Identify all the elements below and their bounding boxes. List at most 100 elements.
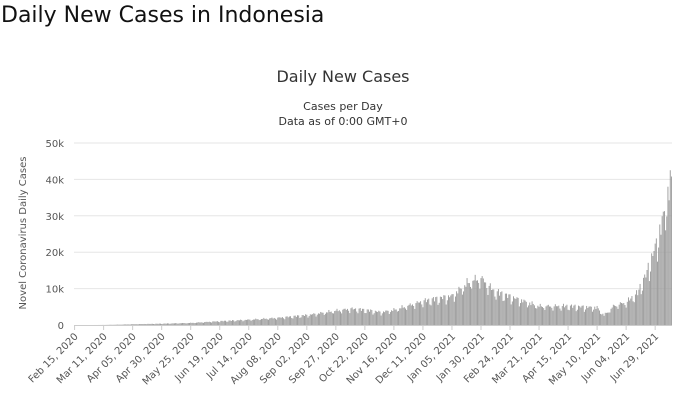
- bar: [463, 291, 465, 325]
- bar: [518, 306, 520, 325]
- bar: [327, 312, 329, 325]
- bar: [466, 278, 468, 325]
- bar: [591, 311, 593, 325]
- bar: [429, 304, 431, 325]
- bar: [535, 308, 537, 325]
- bar: [310, 314, 312, 325]
- bar: [144, 324, 146, 325]
- bar: [500, 292, 502, 325]
- bar: [585, 309, 586, 325]
- bar: [636, 290, 638, 325]
- bar: [208, 321, 210, 325]
- bar: [239, 320, 240, 325]
- bar: [614, 305, 615, 325]
- bar: [336, 308, 338, 325]
- bar: [435, 297, 437, 325]
- bar: [470, 286, 472, 325]
- bar: [199, 322, 201, 325]
- bar: [220, 320, 222, 325]
- bar: [515, 298, 517, 325]
- bar: [233, 320, 235, 325]
- bar: [284, 319, 286, 325]
- bar: [243, 320, 245, 325]
- bar: [212, 321, 214, 325]
- bar: [665, 230, 667, 325]
- y-tick-label: 40k: [45, 175, 64, 186]
- bar: [424, 298, 426, 325]
- bar: [350, 308, 352, 325]
- bar: [670, 176, 672, 325]
- bar: [588, 306, 590, 325]
- bar: [207, 322, 209, 325]
- bar: [312, 314, 314, 325]
- bar: [659, 224, 661, 325]
- bar: [172, 323, 174, 325]
- bar: [183, 323, 185, 325]
- bar: [634, 294, 636, 325]
- bar: [598, 310, 600, 325]
- bar: [161, 323, 163, 325]
- bar: [666, 216, 668, 325]
- bar: [562, 303, 564, 325]
- bar: [618, 304, 620, 325]
- bar: [525, 301, 527, 325]
- bar: [394, 309, 396, 325]
- bar: [533, 305, 535, 325]
- bar: [254, 319, 256, 325]
- page-title: Daily New Cases in Indonesia: [1, 3, 325, 28]
- bar: [320, 311, 322, 325]
- bar: [353, 308, 355, 325]
- bar: [578, 305, 579, 325]
- bar: [554, 304, 556, 325]
- bar: [341, 313, 343, 325]
- bar: [357, 313, 359, 325]
- bar: [363, 308, 365, 325]
- bar: [412, 304, 413, 325]
- bar: [234, 321, 236, 325]
- bar: [381, 313, 383, 325]
- bar: [331, 313, 333, 325]
- bar: [550, 306, 552, 325]
- bar: [637, 295, 639, 325]
- bar: [572, 307, 574, 325]
- bar: [268, 319, 269, 325]
- bar: [448, 295, 449, 325]
- bar: [468, 283, 470, 325]
- bar: [530, 305, 532, 325]
- bar: [489, 283, 491, 325]
- bar: [458, 286, 460, 325]
- bar: [405, 308, 406, 325]
- bar: [456, 291, 458, 325]
- bar: [351, 307, 353, 325]
- bar: [355, 308, 357, 325]
- bar: [153, 324, 155, 325]
- bar: [590, 306, 592, 325]
- bar: [467, 283, 469, 325]
- bar: [316, 314, 318, 325]
- bar: [248, 319, 250, 325]
- bar: [632, 301, 634, 325]
- bar: [474, 274, 476, 325]
- bar: [410, 305, 412, 325]
- bar: [566, 304, 568, 325]
- bar: [506, 293, 507, 325]
- bar: [309, 314, 311, 325]
- bar: [244, 319, 246, 325]
- bar: [559, 308, 561, 325]
- bar: [629, 300, 631, 325]
- bar: [147, 323, 149, 325]
- bar: [492, 289, 494, 325]
- bar: [507, 297, 509, 325]
- bar: [307, 317, 309, 325]
- bar: [438, 302, 440, 325]
- bar: [365, 313, 367, 325]
- bar: [132, 324, 134, 325]
- bar: [485, 282, 487, 325]
- bar: [493, 289, 495, 325]
- bar: [658, 247, 660, 325]
- bar: [401, 305, 403, 325]
- bar: [660, 234, 662, 325]
- bar: [157, 323, 159, 325]
- bar: [655, 238, 657, 325]
- bar: [481, 276, 483, 325]
